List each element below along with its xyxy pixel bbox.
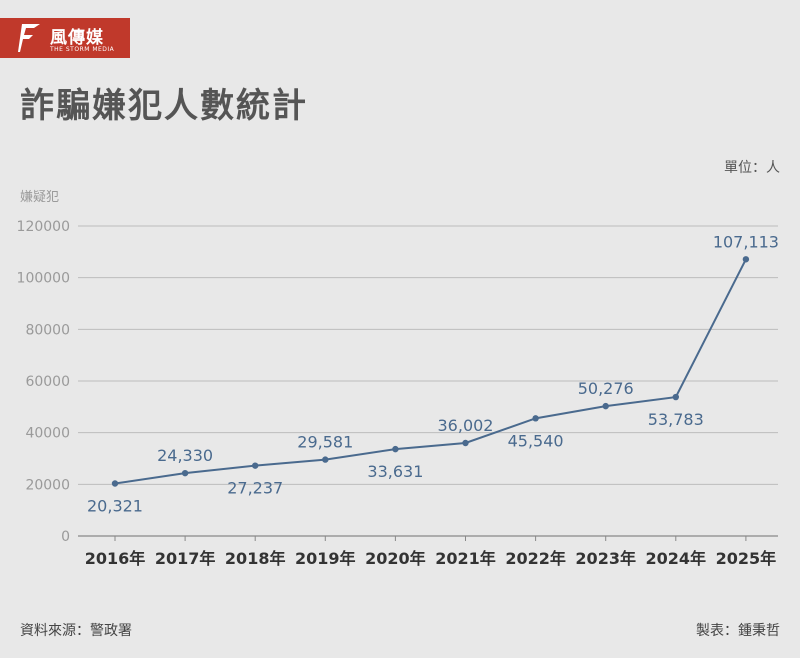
x-tick-label: 2023年 [575,549,636,568]
data-point [602,402,609,410]
data-label: 33,631 [367,462,423,481]
data-label: 50,276 [578,379,634,398]
y-tick-label: 120000 [17,219,70,235]
data-point [181,469,189,477]
lightning-logo-icon [18,24,40,52]
data-point [111,480,119,487]
data-point [252,462,259,469]
x-tick-label: 2016年 [85,549,146,568]
data-label: 24,330 [157,446,213,465]
y-tick-label: 40000 [25,426,70,442]
data-label: 53,783 [648,410,704,429]
maker-label: 製表：鍾秉哲 [696,623,780,639]
y-tick-label: 60000 [25,374,70,390]
data-point [532,415,539,422]
source-label: 資料來源：警政署 [20,623,132,639]
data-label: 45,540 [508,431,564,450]
data-label: 36,002 [438,416,494,435]
unit-label: 單位：人 [724,160,780,176]
x-tick-label: 2017年 [155,549,216,568]
x-tick-label: 2025年 [716,549,777,568]
data-point [322,456,329,463]
data-point [462,439,469,447]
data-label: 107,113 [713,232,779,251]
data-label: 20,321 [87,497,143,516]
series-line [114,258,747,485]
chart-title: 詐騙嫌犯人數統計 [20,86,308,126]
y-axis-label: 嫌疑犯 [20,190,60,205]
y-tick-label: 80000 [25,322,70,338]
data-point [672,393,679,401]
data-label: 27,237 [227,479,283,498]
brand-name-en: THE STORM MEDIA [50,46,115,53]
y-tick-label: 100000 [17,271,70,287]
data-label: 29,581 [297,433,353,452]
y-tick-label: 0 [61,529,70,545]
x-tick-label: 2018年 [225,549,286,568]
x-tick-label: 2019年 [295,549,356,568]
x-tick-label: 2022年 [505,549,566,568]
brand-name-cn: 風傳媒 [50,28,104,48]
x-tick-label: 2020年 [365,549,426,568]
x-tick-label: 2021年 [435,549,496,568]
data-point [392,445,399,453]
data-point [742,256,750,263]
x-tick-label: 2024年 [646,549,707,568]
brand-logo: 風傳媒 THE STORM MEDIA [0,18,130,58]
y-tick-label: 20000 [25,477,70,493]
